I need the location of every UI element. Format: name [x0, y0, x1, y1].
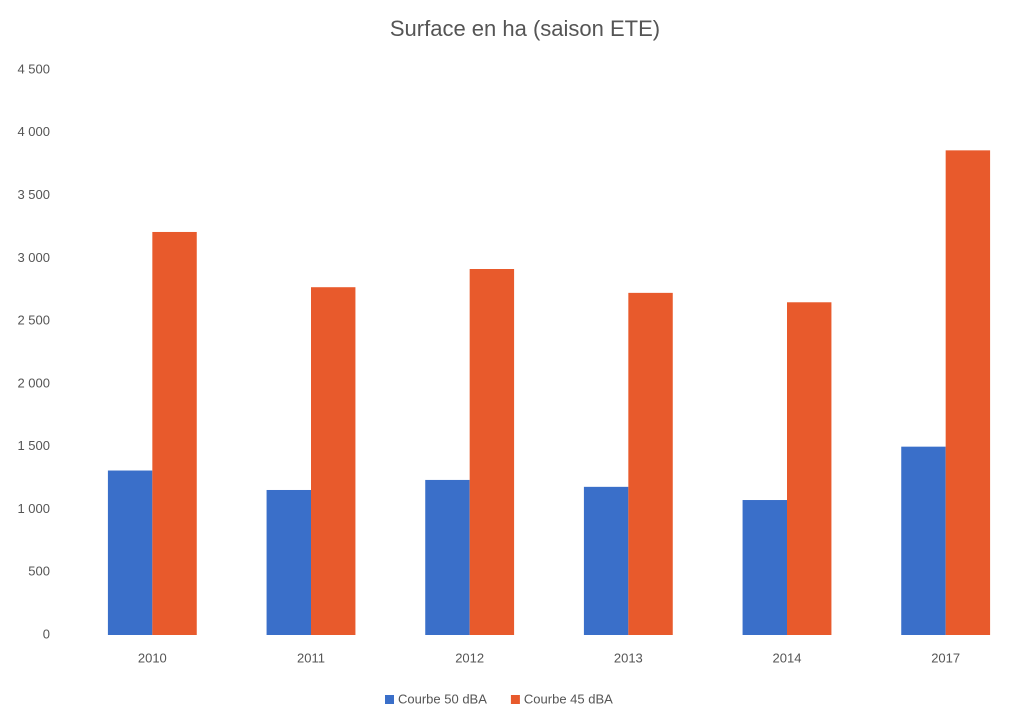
bar	[583, 486, 629, 635]
bar	[901, 446, 946, 635]
y-tick-label: 3 500	[17, 187, 50, 202]
legend-label: Courbe 50 dBA	[398, 691, 487, 706]
x-tick-label: 2014	[773, 650, 802, 665]
bar	[742, 500, 787, 635]
bar	[425, 479, 470, 635]
bar	[469, 269, 515, 635]
y-tick-label: 2 000	[17, 375, 50, 390]
bar	[628, 292, 673, 635]
y-tick-label: 1 000	[17, 501, 50, 516]
y-tick-label: 500	[28, 564, 50, 579]
y-tick-label: 0	[43, 626, 50, 641]
legend-swatch	[385, 695, 394, 704]
bar	[787, 302, 832, 635]
bar	[152, 231, 197, 635]
chart-title: Surface en ha (saison ETE)	[390, 16, 660, 41]
bar	[107, 470, 153, 635]
bar	[266, 489, 311, 635]
x-tick-label: 2013	[614, 650, 643, 665]
y-tick-label: 1 500	[17, 438, 50, 453]
x-tick-label: 2010	[138, 650, 167, 665]
y-tick-label: 2 500	[17, 313, 50, 328]
bar	[945, 150, 991, 635]
legend-swatch	[510, 695, 520, 704]
x-tick-label: 2011	[297, 650, 325, 665]
y-tick-label: 4 500	[17, 61, 50, 76]
legend-label: Courbe 45 dBA	[524, 691, 613, 706]
y-tick-label: 3 000	[17, 250, 50, 265]
bar	[311, 287, 356, 635]
y-tick-label: 4 000	[17, 124, 50, 139]
x-tick-label: 2017	[931, 650, 960, 665]
x-tick-label: 2012	[455, 650, 484, 665]
